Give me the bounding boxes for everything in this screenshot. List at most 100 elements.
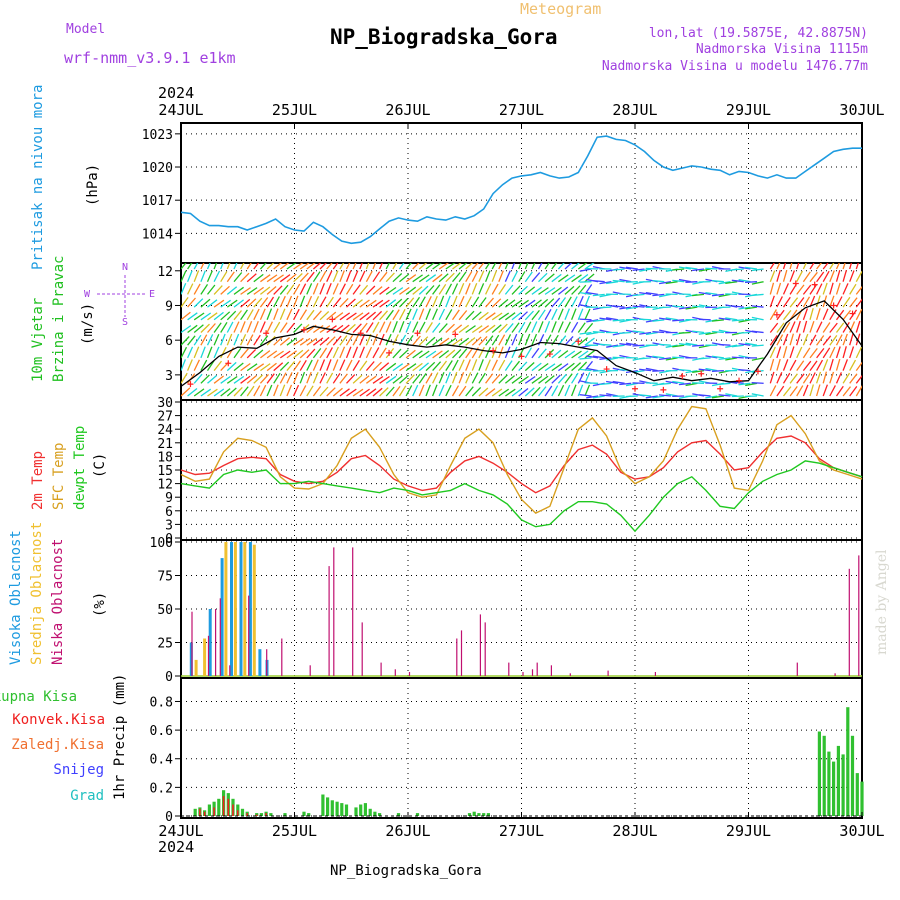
wind-arrow — [842, 263, 846, 270]
footer-station: NP_Biogradska_Gora — [330, 863, 482, 879]
wind-arrow — [451, 359, 459, 371]
wind-arrow — [471, 263, 479, 270]
gust-marker — [329, 316, 336, 323]
wind-arrow — [652, 293, 665, 297]
wind-arrow — [332, 387, 343, 397]
wind-arrow — [518, 333, 524, 346]
precip-bar — [203, 811, 206, 816]
wind-arrow — [658, 394, 671, 397]
wind-arrow — [485, 373, 494, 384]
wind-arrow — [584, 273, 595, 283]
precip-bar — [860, 781, 864, 816]
wind-arrow — [240, 263, 245, 270]
wind-arrow — [233, 310, 243, 321]
precip-bar — [335, 801, 339, 816]
wind-arrow — [365, 311, 377, 321]
wind-arrow — [187, 359, 193, 371]
wind-arrow — [485, 335, 494, 346]
wind-arrow — [240, 386, 249, 397]
wind-arrow — [829, 263, 835, 270]
wind-arrow — [505, 312, 516, 321]
wind-arrow — [365, 322, 374, 333]
pressure-panel: 1014 1017 1020 1023 — [142, 122, 863, 264]
gust-marker — [679, 373, 686, 380]
wind-arrow — [359, 263, 363, 270]
wind-arrow — [705, 267, 718, 270]
wind-arrow — [445, 295, 451, 308]
wind-arrow — [789, 359, 797, 371]
wind-arrow — [835, 309, 845, 321]
y-tick-label: 27 — [157, 410, 173, 425]
wind-arrow — [835, 282, 841, 295]
wind-arrow — [531, 321, 538, 333]
wind-arrow — [432, 284, 441, 295]
wind-arrow — [672, 344, 685, 348]
wind-arrow — [259, 263, 267, 270]
wind-arrow — [731, 268, 744, 271]
compass-s: S — [122, 317, 128, 328]
wind-arrow — [306, 271, 315, 283]
wind-arrow — [511, 285, 521, 295]
wind-arrow — [538, 272, 548, 283]
gust-marker — [849, 310, 856, 317]
wind-arrow — [478, 335, 488, 346]
temp-label-2: SFC Temp — [51, 443, 67, 510]
wind-arrow — [564, 335, 574, 346]
wind-arrow — [835, 322, 845, 333]
wind-arrow — [299, 272, 309, 283]
wind-arrow — [564, 350, 576, 359]
gust-marker — [300, 326, 307, 333]
wind-arrow — [412, 263, 420, 270]
wind-arrow — [511, 311, 522, 321]
wind-arrow — [451, 283, 459, 295]
wind-arrow — [769, 322, 779, 333]
wind-arrow — [187, 297, 196, 308]
wind-arrow — [822, 384, 829, 397]
wind-arrow — [392, 334, 399, 346]
precip-bar — [269, 813, 273, 816]
wind-arrow — [418, 263, 428, 270]
wind-arrow — [319, 372, 326, 384]
wind-arrow — [299, 385, 307, 397]
wind-arrow — [259, 297, 269, 308]
wind-arrow — [398, 308, 406, 321]
gust-marker — [754, 368, 761, 375]
wind-arrow — [544, 363, 556, 372]
wind-arrow — [253, 308, 260, 321]
cloud-bar — [522, 672, 524, 676]
wind-arrow — [835, 263, 840, 270]
cloud-bar — [796, 662, 798, 676]
wind-arrow — [438, 273, 449, 283]
wind-arrow — [306, 309, 315, 321]
wind-arrow — [518, 299, 529, 308]
cloud-label-3: Niska Oblacnost — [50, 539, 66, 665]
wind-arrow — [392, 375, 403, 384]
wind-arrow — [579, 268, 592, 272]
wind-arrow — [207, 299, 218, 308]
wind-arrow — [181, 372, 188, 384]
wind-arrow — [842, 283, 849, 295]
wind-arrow — [678, 278, 691, 283]
wind-arrow — [306, 263, 316, 270]
wind-arrow — [452, 263, 462, 270]
wind-arrow — [253, 374, 263, 384]
wind-arrow — [685, 342, 698, 346]
wind-arrow — [438, 295, 445, 308]
wind-arrow — [471, 325, 483, 334]
wind-arrow — [233, 286, 244, 295]
wind-arrow — [346, 298, 356, 308]
wind-arrow — [398, 385, 407, 397]
gust-marker — [386, 349, 393, 356]
wind-arrow — [359, 333, 366, 346]
x-tick-label: 30JUL — [839, 822, 884, 840]
wind-arrow — [432, 372, 439, 384]
wind-arrow — [385, 309, 394, 321]
wind-arrow — [478, 359, 484, 371]
precip-bar — [373, 811, 377, 816]
y-tick-label: 9 — [165, 491, 173, 506]
wind-arrow — [326, 311, 337, 321]
wind-arrow — [672, 380, 685, 384]
precip-bar — [232, 804, 234, 816]
wind-arrow — [206, 360, 215, 371]
wind-arrow — [193, 346, 200, 359]
